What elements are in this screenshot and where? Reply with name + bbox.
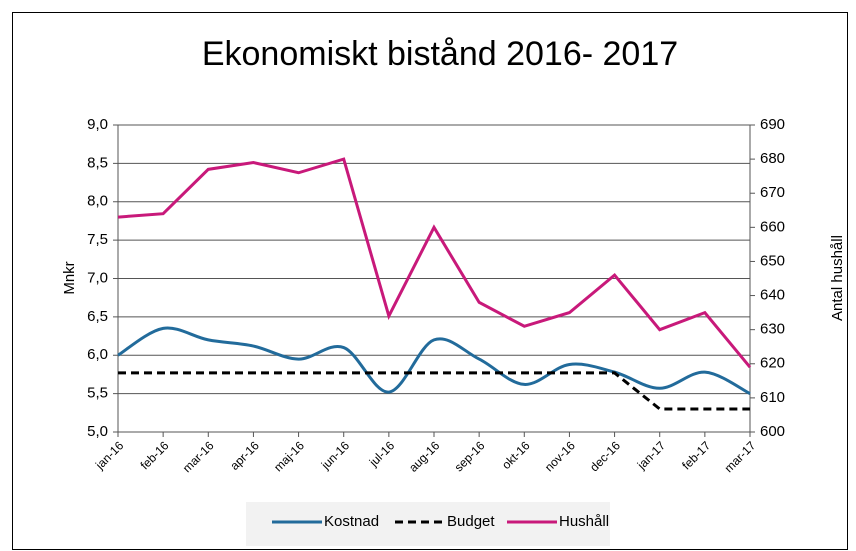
y2-tick-label: 690 [760, 116, 785, 133]
y2-tick-label: 610 [760, 389, 785, 406]
chart-title: Ekonomiskt bistånd 2016- 2017 [202, 35, 678, 73]
chart-frame [12, 12, 848, 550]
series-line [118, 371, 750, 411]
y2-tick-label: 620 [760, 355, 785, 372]
legend-label: Kostnad [324, 513, 379, 530]
y-tick-label: 7,0 [87, 269, 108, 286]
y-tick-label: 8,0 [87, 193, 108, 210]
y-tick-label: 6,0 [87, 346, 108, 363]
y-axis-label: Mnkr [61, 261, 78, 294]
y2-tick-label: 650 [760, 252, 785, 269]
y-tick-label: 8,5 [87, 154, 108, 171]
y-tick-label: 5,5 [87, 385, 108, 402]
y2-tick-label: 600 [760, 423, 785, 440]
legend-label: Hushåll [559, 513, 609, 530]
series-line [117, 326, 751, 395]
series-line [117, 157, 752, 369]
y-tick-label: 9,0 [87, 116, 108, 133]
legend-box [246, 502, 610, 546]
y2-axis-label: Antal hushåll [829, 235, 846, 321]
y2-tick-label: 680 [760, 150, 785, 167]
y-tick-label: 5,0 [87, 423, 108, 440]
legend-label: Budget [447, 513, 495, 530]
y-tick-label: 7,5 [87, 231, 108, 248]
y2-tick-label: 630 [760, 321, 785, 338]
y2-tick-label: 640 [760, 287, 785, 304]
y2-tick-label: 670 [760, 184, 785, 201]
y2-tick-label: 660 [760, 218, 785, 235]
y-tick-label: 6,5 [87, 308, 108, 325]
